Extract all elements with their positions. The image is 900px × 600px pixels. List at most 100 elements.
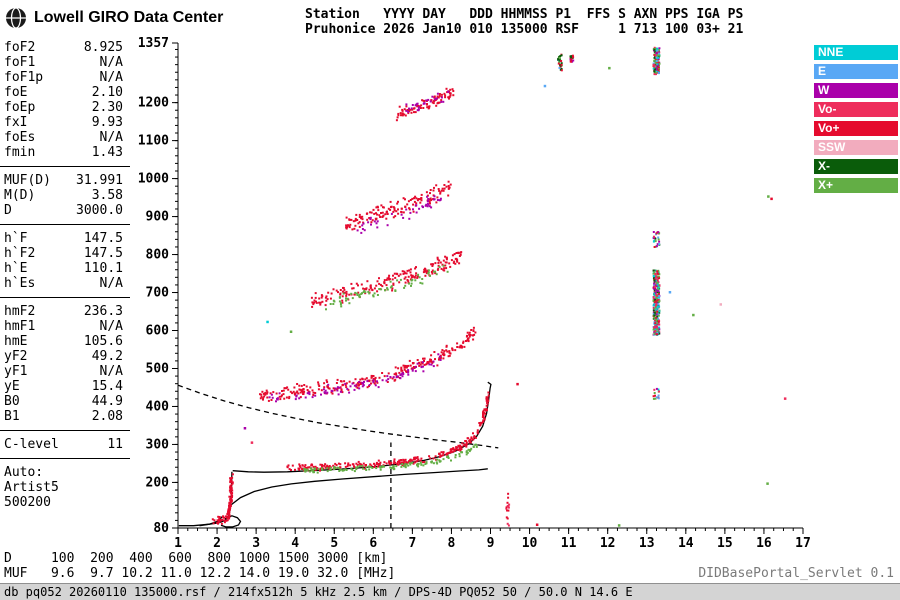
svg-text:10: 10 [522,536,538,551]
legend-item-nne: NNE [814,45,898,60]
echoes-f-5hop [395,87,455,122]
param-label: foEp [4,100,36,115]
svg-text:12: 12 [600,536,616,551]
param-label: foF1 [4,55,36,70]
noise-echoes [243,66,787,527]
brand: Lowell GIRO Data Center [4,6,223,30]
param-value: 15.4 [91,379,123,394]
x-axis-ticks: 1 2 3 4 5 6 7 8 9 10 11 12 13 14 15 16 17 [174,528,811,551]
echoes-f-4hop-w [356,195,442,234]
svg-text:800: 800 [146,248,170,263]
param-value: N/A [99,319,123,334]
param-value: 3000.0 [76,203,123,218]
param-value: 9.93 [91,115,123,130]
param-value: N/A [99,276,123,291]
param-row-auto: Auto: [0,465,130,480]
param-label: Artist5 [4,480,59,495]
svg-text:7: 7 [408,536,416,551]
distance-row: D 100 200 400 600 800 1000 1500 3000 [km… [4,551,388,566]
station-header-line1: Station YYYY DAY DDD HHMMSS P1 FFS S AXN… [305,7,744,22]
param-value: 49.2 [91,349,123,364]
param-label: B1 [4,409,20,424]
panel-separator [0,297,130,298]
echoes-e-echo [211,473,234,525]
param-row-fof2: foF2 8.925 [0,40,130,55]
echoes-f-2hop [259,326,477,402]
legend-item-ssw: SSW [814,140,898,155]
param-row-hme: hmE 105.6 [0,334,130,349]
svg-text:14: 14 [678,536,694,551]
echoes-f-2hop-w [268,353,442,403]
svg-text:4: 4 [291,536,299,551]
panel-separator [0,458,130,459]
legend-item-w: W [814,83,898,98]
param-row-mufd: MUF(D) 31.991 [0,173,130,188]
servlet-version: DIDBasePortal_Servlet 0.1 [698,566,894,581]
param-value: N/A [99,70,123,85]
interference-column-3 [505,492,511,527]
param-value: 2.30 [91,100,123,115]
interference-column-1 [557,53,563,72]
param-value: 105.6 [83,334,123,349]
svg-text:13: 13 [639,536,655,551]
param-value: 11 [107,437,123,452]
param-row-fof1: foF1 N/A [0,55,130,70]
param-row-fof1p: foF1p N/A [0,70,130,85]
svg-text:5: 5 [330,536,338,551]
interference-column-2 [569,54,575,63]
svg-text:1000: 1000 [138,172,169,187]
param-label: h`E [4,261,28,276]
param-label: h`F [4,231,28,246]
svg-text:11: 11 [561,536,577,551]
svg-text:16: 16 [756,536,772,551]
station-header: Station YYYY DAY DDD HHMMSS P1 FFS S AXN… [305,7,743,37]
param-row-clevel: C-level 11 [0,437,130,452]
panel-separator [0,224,130,225]
param-label: MUF(D) [4,173,51,188]
param-value: 147.5 [83,246,123,261]
param-row-500200: 500200 [0,495,130,510]
svg-text:8: 8 [448,536,456,551]
param-label: foF1p [4,70,44,85]
param-value: N/A [99,130,123,145]
param-row-hf2: h`F2 147.5 [0,246,130,261]
param-label: hmF1 [4,319,36,334]
echoes-f-1hop-o [286,391,490,473]
param-row-artist5: Artist5 [0,480,130,495]
panel-separator [0,430,130,431]
param-value: 110.1 [83,261,123,276]
svg-text:1200: 1200 [138,96,169,111]
parameter-panel: foF2 8.925 foF1 N/A foF1p N/A foE 2.10 foEp 2.30 f… [0,40,130,510]
param-label: foF2 [4,40,36,55]
svg-text:500: 500 [146,361,170,376]
param-value: 236.3 [83,304,123,319]
svg-text:17: 17 [795,536,811,551]
plot-axes [177,43,803,529]
legend-item-x: X+ [814,178,898,193]
svg-text:80: 80 [153,521,169,536]
trace-muf-transmission-curve [177,384,499,449]
param-row-fmin: fmin 1.43 [0,145,130,160]
param-label: h`Es [4,276,36,291]
echoes-f-4hop [345,180,452,231]
param-row-fxi: fxI 9.93 [0,115,130,130]
echoes-f-5hop-w [405,90,450,113]
param-label: h`F2 [4,246,36,261]
echoes-f-3hop [310,251,463,308]
param-value: N/A [99,55,123,70]
param-row-b1: B1 2.08 [0,409,130,424]
svg-text:1: 1 [174,536,182,551]
echo-direction-legend: NNE E W Vo- Vo+ SSW X- X+ [814,45,898,197]
param-value: 31.991 [76,173,123,188]
param-label: fxI [4,115,28,130]
param-value: 44.9 [91,394,123,409]
svg-text:200: 200 [146,475,170,490]
param-row-b0: B0 44.9 [0,394,130,409]
muf-row: MUF 9.6 9.7 10.2 11.0 12.2 14.0 19.0 32.… [4,566,396,581]
param-value: 2.08 [91,409,123,424]
echoes-f-1hop-x [303,443,478,474]
param-row-hmf2: hmF2 236.3 [0,304,130,319]
distance-muf-table: D 100 200 400 600 800 1000 1500 3000 [km… [4,551,395,581]
param-label: yF2 [4,349,28,364]
